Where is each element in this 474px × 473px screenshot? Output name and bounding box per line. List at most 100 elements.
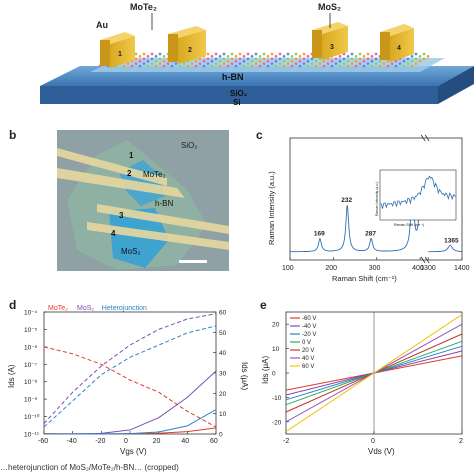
y-tick-label-right: 60: [219, 310, 227, 317]
atom-dot: [378, 64, 382, 68]
atom-dot: [202, 59, 206, 63]
inset-spectrum-line: [379, 175, 457, 209]
atom-dot: [318, 57, 322, 61]
atom-dot: [146, 55, 150, 58]
peak-label: 287: [365, 230, 376, 237]
atom-dot: [150, 57, 154, 61]
atom-dot: [418, 55, 422, 58]
transfer-linear-line: [44, 409, 217, 435]
atom-dot: [270, 57, 274, 61]
atom-dot: [130, 64, 134, 68]
atom-dot: [214, 52, 218, 56]
atom-dot: [414, 52, 418, 56]
atom-dot: [422, 57, 426, 61]
axis-break-bottom: [424, 256, 430, 264]
atom-dot: [250, 59, 254, 63]
atom-dot: [162, 59, 166, 63]
atom-dot: [250, 64, 254, 68]
atom-dot: [362, 55, 366, 58]
atom-dot: [390, 62, 394, 65]
peak-label: 232: [341, 197, 352, 204]
atom-dot: [314, 64, 318, 68]
atom-dot: [126, 62, 130, 65]
atom-dot: [350, 57, 354, 61]
x-tick-label: -60: [38, 438, 48, 445]
si-label: Si: [233, 98, 241, 107]
atom-dot: [266, 59, 270, 63]
atom-dot: [366, 52, 370, 56]
atom-dot: [142, 52, 146, 56]
atom-dot: [246, 62, 250, 65]
legend-entry: Heterojunction: [102, 305, 147, 312]
atom-dot: [222, 52, 226, 56]
peak-label: 1365: [444, 237, 459, 244]
atom-dot: [278, 52, 282, 56]
hbn-label: h-BN: [222, 72, 244, 82]
atom-dot: [138, 59, 142, 63]
y-tick-label-right: 20: [219, 391, 227, 398]
transfer-log-line: [43, 346, 217, 428]
atom-dot: [230, 62, 234, 65]
atom-dot: [322, 59, 326, 63]
atom-dot: [150, 62, 154, 65]
atom-dot: [214, 57, 218, 61]
atom-dot: [354, 64, 358, 68]
atom-dot: [290, 64, 294, 68]
atom-dot: [298, 59, 302, 63]
legend-entry: MoS₂: [77, 305, 94, 312]
b-hbn-label: h-BN: [155, 199, 173, 208]
atom-dot: [146, 64, 150, 68]
atom-dot: [138, 55, 142, 58]
electrode-2: 2: [168, 26, 206, 64]
atom-dot: [274, 59, 278, 63]
electrode-1: 1: [100, 32, 135, 68]
atom-dot: [250, 55, 254, 58]
b-electrode-4-label: 4: [111, 229, 116, 238]
legend-entry: -40 V: [302, 324, 316, 330]
atom-dot: [266, 55, 270, 58]
atom-dot: [298, 55, 302, 58]
atom-dot: [274, 55, 278, 58]
atom-dot: [346, 59, 350, 63]
y-tick-label-right: 40: [219, 350, 227, 357]
legend-entry: -60 V: [302, 316, 316, 322]
atom-dot: [418, 59, 422, 63]
atom-dot: [234, 59, 238, 63]
atom-dot: [406, 57, 410, 61]
atom-dot: [346, 64, 350, 68]
atom-dot: [354, 59, 358, 63]
atom-dot: [262, 62, 266, 65]
y-tick-label-right: 50: [219, 330, 227, 337]
atom-dot: [134, 52, 138, 56]
atom-dot: [254, 52, 258, 56]
x-tick-label: 400: [412, 265, 424, 272]
x-tick-label: 1400: [454, 265, 470, 272]
atom-dot: [222, 57, 226, 61]
atom-dot: [210, 55, 214, 58]
atom-dot: [162, 55, 166, 58]
atom-dot: [286, 52, 290, 56]
x-tick-label: 20: [153, 438, 161, 445]
atom-dot: [362, 64, 366, 68]
atom-dot: [286, 62, 290, 65]
atom-dot: [254, 62, 258, 65]
atom-dot: [410, 55, 414, 58]
x-tick-label: -2: [283, 438, 289, 445]
atom-dot: [322, 64, 326, 68]
atom-dot: [270, 52, 274, 56]
atom-dot: [406, 62, 410, 65]
atom-dot: [254, 57, 258, 61]
y-tick-label: 20: [272, 322, 280, 329]
atom-dot: [230, 57, 234, 61]
b-electrode-2-label: 2: [127, 169, 132, 178]
atom-dot: [178, 64, 182, 68]
atom-dot: [358, 52, 362, 56]
atom-dot: [266, 64, 270, 68]
atom-dot: [286, 57, 290, 61]
b-electrode-1-label: 1: [129, 151, 134, 160]
atom-dot: [194, 64, 198, 68]
atom-dot: [366, 62, 370, 65]
atom-dot: [410, 59, 414, 63]
atom-dot: [226, 64, 230, 68]
axis-break-top: [424, 134, 430, 142]
